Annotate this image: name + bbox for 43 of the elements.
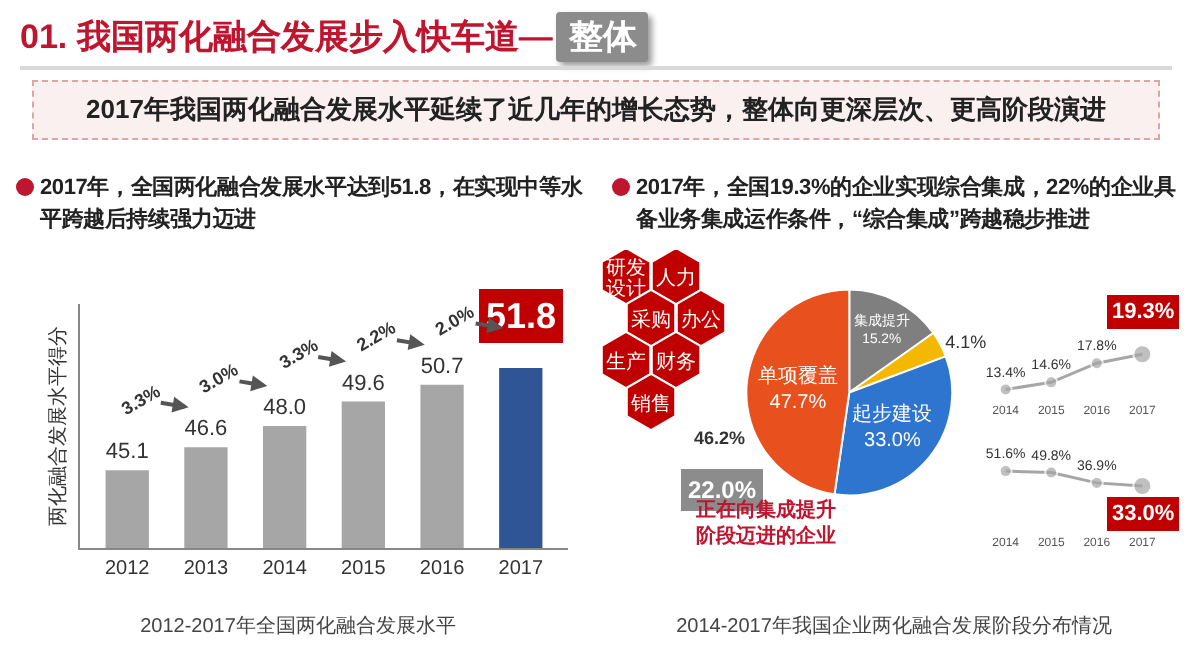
slice-label: 单项覆盖 [757,363,838,388]
text: 正在向集成提升阶段迈进的企业 [694,498,836,548]
text: 整体 [556,12,649,62]
point [1044,375,1059,390]
annotation: 3.3% [118,381,164,419]
chart-subtitle: 2017年，全国19.3%的企业实现综合集成，22%的企业具备业务集成运作条件，“综合集成”跨越稳步推进 [608,172,1184,236]
annotation: 3.0% [195,359,242,398]
slice-label: 起步建设 [852,402,933,427]
data-label: 48.0 [263,396,307,420]
text: 2017年我国两化融合发展水平延续了近几年的增长态势，整体向更深层次、更高阶段演进 [32,80,1160,140]
annotation: 2.2% [353,317,399,356]
text: 生产 [606,350,646,374]
data-label: 50.7 [420,354,464,379]
x-tick-label: 2013 [183,558,230,580]
text: 人力 [656,266,696,290]
x-tick-label: 2014 [262,558,308,580]
text: 办公 [681,308,721,332]
point [1089,356,1104,371]
y-axis-title: 两化融合发展水平得分 [46,326,70,526]
data-label: 19.3% [1112,300,1175,324]
x-tick-label: 2017 [498,558,544,580]
x-tick-label: 2015 [341,558,387,580]
text: 46.2% [694,428,746,448]
text: 2012-2017年全国两化融合发展水平 [140,614,456,639]
x-tick-label: 2016 [419,558,466,580]
chart-subtitle: 2017年，全国两化融合发展水平达到51.8，在实现中等水平跨越后持续强力迈进 [12,172,588,236]
data-label: 46.6 [184,417,228,442]
text: 01. 我国两化融合发展步入快车道— [20,18,553,56]
text: 2014-2017年我国企业两化融合发展阶段分布情况 [676,614,1112,639]
point [998,382,1013,397]
text: 采购 [631,308,671,332]
text: 财务 [656,350,696,374]
data-label: 47.7% [769,391,827,414]
annotation: 2.0% [431,301,478,340]
data-label: 4.1% [945,332,987,353]
data-label: 33.0% [864,430,921,453]
data-label: 49.6 [341,371,385,396]
annotation: 3.3% [275,334,322,373]
point [1044,465,1059,480]
data-label: 33.0% [1112,502,1175,526]
text: 销售 [629,392,671,416]
data-label: 45.1 [105,440,149,465]
x-tick-label: 2012 [104,558,151,580]
